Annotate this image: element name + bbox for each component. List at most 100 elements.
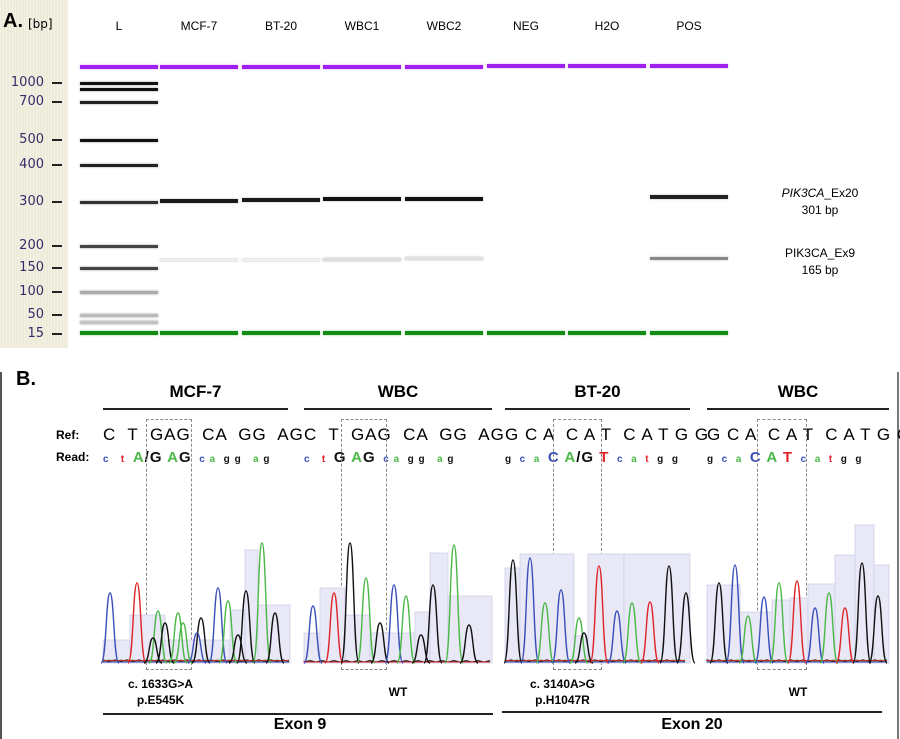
peak-g — [868, 595, 888, 664]
read-sequence-pre: g c a — [505, 454, 541, 465]
peak-t — [835, 607, 855, 664]
lane-label-bt-20: BT-20 — [264, 19, 297, 33]
annotation-ex20-size: 301 bp — [801, 203, 839, 217]
annotation-ex9: PIK3CA_Ex9 165 bp — [760, 245, 880, 279]
sample-title-underline — [103, 408, 288, 410]
ladder-tick-mark — [52, 333, 62, 335]
ladder-band — [80, 138, 158, 142]
quality-bar — [834, 554, 856, 664]
annotation-ex20-gene: PIK3CA — [781, 186, 825, 200]
peak-c — [520, 557, 540, 664]
peak-c — [725, 564, 745, 664]
read-label: Read: — [56, 450, 90, 464]
peak-g — [852, 562, 872, 664]
sample-band-pos — [650, 256, 728, 260]
peak-a — [356, 577, 376, 664]
sample-band-wbc1 — [323, 257, 401, 261]
peak-t — [640, 601, 660, 664]
lane-label-wbc2: WBC2 — [426, 19, 462, 33]
variant-highlight-box — [757, 419, 807, 670]
ladder-tick-mark — [52, 267, 62, 269]
peak-g — [370, 622, 390, 664]
sample-band-wbc2 — [405, 197, 483, 201]
mutation-annotation: WT — [708, 684, 888, 700]
ladder-tick-mark — [52, 82, 62, 84]
peak-c — [303, 605, 323, 664]
ladder-axis-background — [0, 0, 68, 348]
lane-label-pos: POS — [676, 19, 702, 33]
ladder-tick-label: 500 — [19, 132, 44, 147]
mutation-cdna: WT — [788, 685, 808, 699]
peak-g — [659, 565, 679, 664]
upper-marker-band — [650, 64, 728, 68]
ladder-tick-mark — [52, 101, 62, 103]
ladder-tick-mark — [52, 164, 62, 166]
peak-g — [265, 612, 285, 664]
ladder-tick-label: 50 — [27, 307, 44, 322]
peak-c — [384, 584, 404, 664]
annotation-ex20: PIK3CA_Ex20 301 bp — [760, 185, 880, 219]
read-sequence-pre: c t — [304, 454, 327, 465]
lane-label-wbc1: WBC1 — [344, 19, 380, 33]
peak-g — [676, 592, 696, 664]
quality-bar — [447, 595, 493, 664]
ladder-band — [80, 100, 158, 104]
peak-a — [168, 612, 188, 664]
mutation-protein: p.E545K — [136, 693, 185, 707]
mutation-annotation: c. 1633G>A p.E545K — [71, 676, 251, 708]
upper-marker-band — [568, 64, 646, 68]
exon20-divider — [502, 711, 882, 713]
upper-marker-band — [160, 65, 238, 69]
peak-t — [589, 565, 609, 664]
ladder-tick-mark — [52, 314, 62, 316]
peak-a — [173, 622, 193, 664]
lane-label-mcf-7: MCF-7 — [180, 19, 218, 33]
sample-title: MCF-7 — [169, 382, 222, 401]
annotation-ex20-suffix: _Ex20 — [824, 186, 859, 200]
sample-band-mcf-7 — [160, 259, 238, 261]
peak-t — [787, 580, 807, 664]
peak-g — [574, 632, 594, 664]
lower-marker-band — [405, 331, 483, 335]
ladder-tick-label: 150 — [19, 260, 44, 275]
read-sequence-post: c a t g g — [616, 454, 679, 465]
sample-title: BT-20 — [574, 382, 621, 401]
annotation-ex9-size: 165 bp — [801, 263, 839, 277]
upper-marker-band — [242, 65, 320, 69]
sample-title-underline — [304, 408, 492, 410]
read-sequence-variant: G AG — [333, 449, 376, 466]
read-sequence: c t A/G AG c a g g a g — [103, 449, 270, 466]
mutation-cdna: WT — [388, 685, 408, 699]
sample-band-bt-20 — [242, 198, 320, 202]
peak-t — [324, 592, 344, 664]
peak-a — [569, 617, 589, 664]
upper-marker-band — [487, 64, 565, 68]
baseline-trace-t — [303, 660, 490, 663]
annotation-ex9-gene: PIK3CA — [784, 246, 828, 260]
peak-g — [155, 622, 175, 664]
peak-c — [607, 610, 627, 664]
lower-marker-band — [323, 331, 401, 335]
ref-sequence: C T GAG CA GG AG — [304, 425, 505, 444]
sample-band-pos — [650, 195, 728, 199]
ladder-tick-label: 15 — [27, 326, 44, 341]
exon9-divider — [103, 713, 493, 715]
peak-a — [819, 592, 839, 664]
peak-a — [769, 582, 789, 664]
peak-g — [459, 624, 479, 664]
ladder-tick-mark — [52, 201, 62, 203]
panel-b-label: B. — [16, 368, 36, 390]
peak-c — [551, 589, 571, 664]
variant-highlight-box — [146, 419, 192, 670]
ladder-tick-label: 1000 — [10, 75, 44, 90]
peak-g — [340, 542, 360, 664]
ladder-tick-label: 700 — [19, 94, 44, 109]
bp-unit-label: [bp] — [28, 17, 53, 31]
lane-label-l: L — [115, 19, 123, 33]
ladder-tick-label: 200 — [19, 238, 44, 253]
peak-c — [187, 632, 207, 664]
ladder-band — [80, 320, 158, 324]
peak-a — [535, 602, 555, 664]
ladder-band — [80, 266, 158, 270]
